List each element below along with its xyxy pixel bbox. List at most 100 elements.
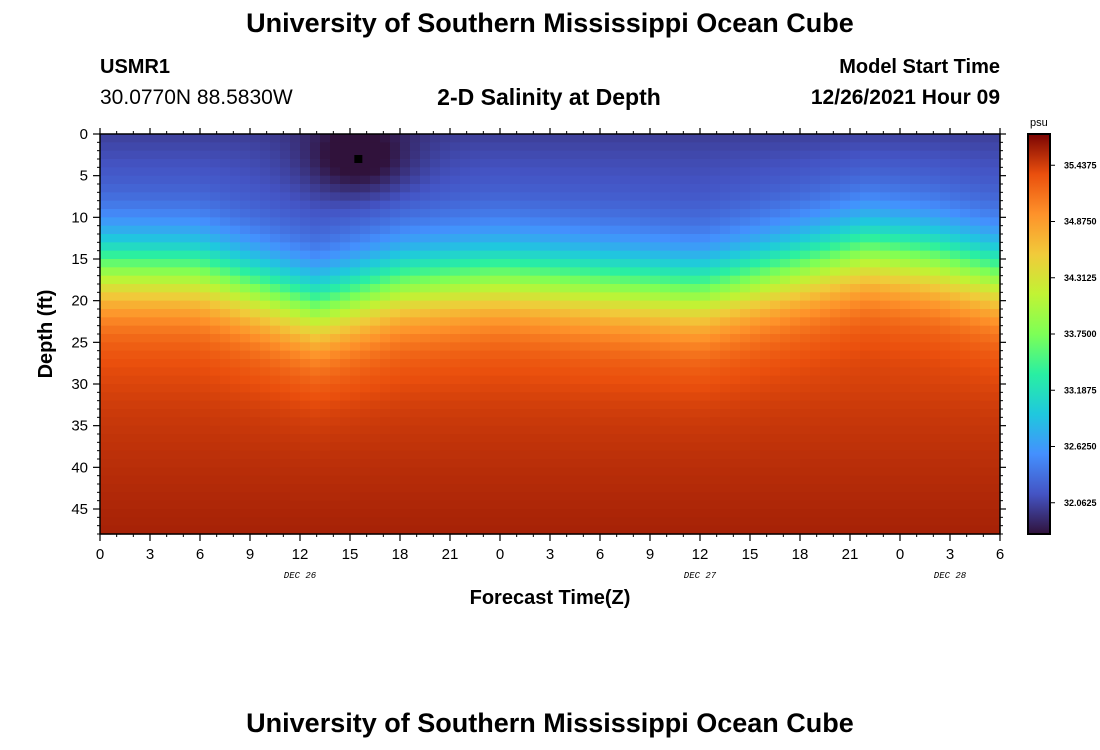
heatmap-cell bbox=[160, 517, 171, 527]
heatmap-cell bbox=[700, 525, 711, 535]
heatmap-cell bbox=[140, 492, 151, 502]
heatmap-cell bbox=[710, 492, 721, 502]
heatmap-cell bbox=[960, 242, 971, 252]
heatmap-cell bbox=[470, 267, 481, 277]
heatmap-cell bbox=[960, 175, 971, 185]
y-tick-label: 25 bbox=[71, 334, 88, 351]
heatmap-cell bbox=[830, 367, 841, 377]
heatmap-cell bbox=[380, 259, 391, 268]
heatmap-cell bbox=[100, 492, 111, 502]
heatmap-cell bbox=[430, 267, 441, 277]
heatmap-cell bbox=[880, 300, 891, 310]
heatmap-cell bbox=[590, 184, 601, 193]
heatmap-cell bbox=[170, 134, 181, 143]
heatmap-cell bbox=[990, 459, 1001, 468]
heatmap-cell bbox=[140, 259, 151, 268]
heatmap-cell bbox=[600, 492, 611, 502]
heatmap-cell bbox=[770, 200, 781, 210]
heatmap-cell bbox=[850, 425, 861, 435]
heatmap-cell bbox=[100, 517, 111, 527]
heatmap-cell bbox=[470, 359, 481, 368]
heatmap-cell bbox=[480, 350, 491, 360]
heatmap-cell bbox=[140, 467, 151, 477]
heatmap-cell bbox=[530, 517, 541, 527]
heatmap-cell bbox=[610, 375, 621, 385]
heatmap-cell bbox=[230, 409, 241, 418]
heatmap-cell bbox=[230, 259, 241, 268]
heatmap-cell bbox=[210, 192, 221, 202]
heatmap-cell bbox=[220, 334, 231, 343]
heatmap-cell bbox=[980, 192, 991, 202]
heatmap-cell bbox=[710, 442, 721, 452]
heatmap-cell bbox=[300, 334, 311, 343]
heatmap-cell bbox=[740, 184, 751, 193]
heatmap-cell bbox=[900, 275, 911, 285]
heatmap-cell bbox=[680, 434, 691, 443]
heatmap-cell bbox=[630, 434, 641, 443]
heatmap-cell bbox=[700, 209, 711, 218]
heatmap-cell bbox=[670, 509, 681, 518]
heatmap-cell bbox=[730, 375, 741, 385]
heatmap-cell bbox=[920, 500, 931, 510]
heatmap-cell bbox=[440, 142, 451, 152]
heatmap-cell bbox=[870, 292, 881, 302]
heatmap-cell bbox=[510, 192, 521, 202]
heatmap-cell bbox=[260, 175, 271, 185]
heatmap-cell bbox=[480, 309, 491, 318]
heatmap-cell bbox=[290, 525, 301, 535]
heatmap-cell bbox=[520, 500, 531, 510]
heatmap-cell bbox=[280, 259, 291, 268]
heatmap-cell bbox=[480, 517, 491, 527]
heatmap-cell bbox=[470, 200, 481, 210]
heatmap-cell bbox=[260, 200, 271, 210]
heatmap-cell bbox=[250, 467, 261, 477]
heatmap-cell bbox=[720, 375, 731, 385]
heatmap-cell bbox=[230, 250, 241, 260]
heatmap-cell bbox=[390, 317, 401, 327]
heatmap-cell bbox=[780, 467, 791, 477]
heatmap-cell bbox=[700, 367, 711, 377]
heatmap-cell bbox=[220, 359, 231, 368]
heatmap-cell bbox=[940, 200, 951, 210]
heatmap-cell bbox=[140, 200, 151, 210]
heatmap-cell bbox=[690, 234, 701, 243]
heatmap-cell bbox=[820, 317, 831, 327]
heatmap-cell bbox=[150, 150, 161, 160]
heatmap-cell bbox=[410, 159, 421, 168]
heatmap-cell bbox=[680, 392, 691, 402]
heatmap-cell bbox=[470, 325, 481, 335]
heatmap-cell bbox=[180, 375, 191, 385]
heatmap-cell bbox=[780, 525, 791, 535]
heatmap-cell bbox=[250, 292, 261, 302]
heatmap-cell bbox=[170, 342, 181, 352]
heatmap-cell bbox=[560, 150, 571, 160]
heatmap-cell bbox=[550, 159, 561, 168]
heatmap-cell bbox=[460, 475, 471, 485]
heatmap-cell bbox=[660, 359, 671, 368]
heatmap-cell bbox=[650, 159, 661, 168]
heatmap-cell bbox=[970, 484, 981, 493]
heatmap-cell bbox=[450, 342, 461, 352]
heatmap-cell bbox=[930, 267, 941, 277]
heatmap-cell bbox=[950, 450, 961, 460]
heatmap-cell bbox=[330, 217, 341, 227]
heatmap-cell bbox=[270, 309, 281, 318]
heatmap-cell bbox=[650, 200, 661, 210]
heatmap-cell bbox=[580, 234, 591, 243]
heatmap-cell bbox=[670, 309, 681, 318]
heatmap-cell bbox=[140, 375, 151, 385]
heatmap-cell bbox=[240, 350, 251, 360]
heatmap-cell bbox=[520, 209, 531, 218]
heatmap-cell bbox=[840, 434, 851, 443]
heatmap-cell bbox=[630, 175, 641, 185]
heatmap-cell bbox=[420, 325, 431, 335]
heatmap-cell bbox=[210, 367, 221, 377]
heatmap-cell bbox=[680, 242, 691, 252]
heatmap-cell bbox=[940, 484, 951, 493]
heatmap-cell bbox=[340, 159, 351, 168]
heatmap-cell bbox=[130, 167, 141, 177]
heatmap-cell bbox=[900, 284, 911, 293]
heatmap-cell bbox=[190, 217, 201, 227]
heatmap-cell bbox=[630, 409, 641, 418]
heatmap-cell bbox=[660, 259, 671, 268]
